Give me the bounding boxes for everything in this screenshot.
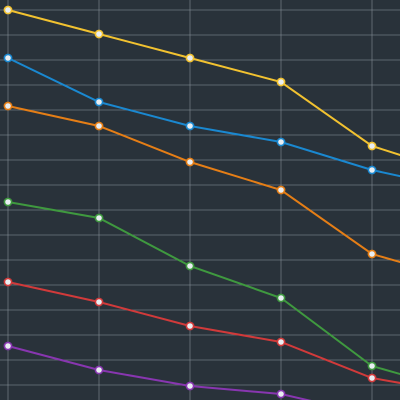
point xyxy=(3,341,13,351)
point xyxy=(276,137,286,147)
line xyxy=(7,9,400,156)
point xyxy=(3,197,13,207)
point xyxy=(276,185,286,195)
point xyxy=(94,121,104,131)
line xyxy=(7,57,400,178)
point xyxy=(94,29,104,39)
point xyxy=(185,53,195,63)
point xyxy=(94,365,104,375)
line xyxy=(7,281,400,384)
line xyxy=(7,105,400,264)
point xyxy=(3,101,13,111)
point xyxy=(185,321,195,331)
point xyxy=(94,297,104,307)
point xyxy=(367,361,377,371)
point xyxy=(3,53,13,63)
point xyxy=(3,277,13,287)
point xyxy=(276,389,286,399)
point xyxy=(185,157,195,167)
point xyxy=(367,165,377,175)
point xyxy=(367,249,377,259)
line xyxy=(7,201,400,376)
line xyxy=(7,345,312,400)
point xyxy=(3,5,13,15)
point xyxy=(276,77,286,87)
point xyxy=(185,381,195,391)
point xyxy=(185,121,195,131)
point xyxy=(94,97,104,107)
point xyxy=(94,213,104,223)
point xyxy=(276,293,286,303)
point xyxy=(367,373,377,383)
point xyxy=(367,141,377,151)
point xyxy=(185,261,195,271)
point xyxy=(276,337,286,347)
